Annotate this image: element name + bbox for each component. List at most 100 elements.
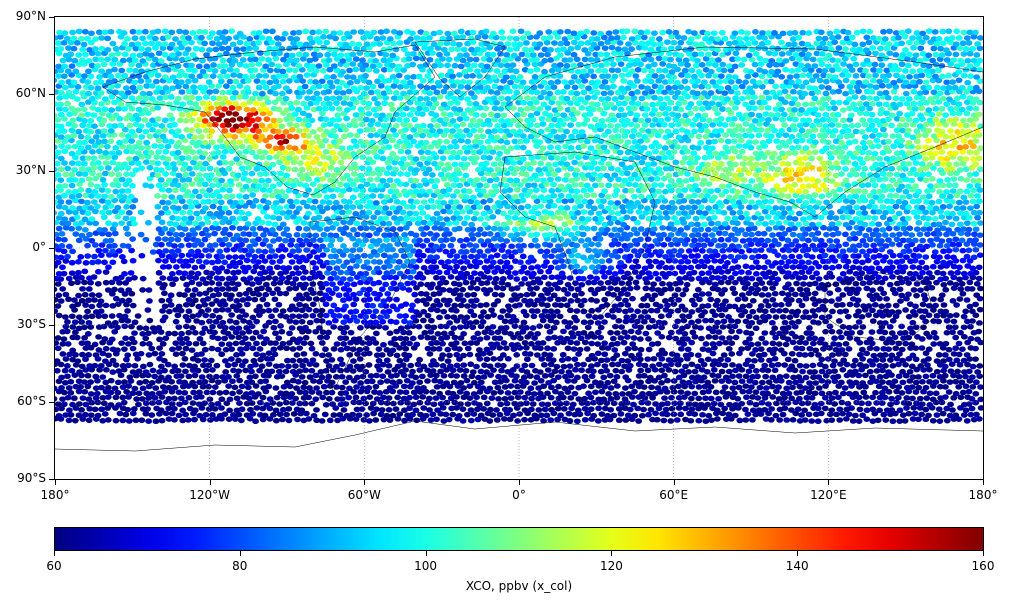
sounding-dot	[631, 335, 638, 341]
sounding-dot	[918, 345, 925, 351]
sounding-dot	[433, 264, 440, 270]
sounding-dot	[319, 308, 326, 314]
sounding-dot	[758, 336, 765, 342]
sounding-dot	[497, 401, 504, 407]
sounding-dot	[867, 369, 874, 375]
sounding-dot	[559, 357, 566, 363]
sounding-dot	[642, 286, 649, 292]
sounding-dot	[557, 412, 564, 418]
sounding-dot	[118, 287, 125, 293]
sounding-dot	[940, 204, 947, 210]
sounding-dot	[276, 205, 283, 211]
sounding-dot	[732, 380, 739, 386]
sounding-dot	[252, 418, 259, 424]
sounding-dot	[393, 297, 400, 303]
sounding-dot	[59, 231, 66, 237]
sounding-dot	[383, 237, 390, 243]
sounding-dot	[434, 308, 441, 314]
sounding-dot	[631, 227, 638, 233]
sounding-dot	[295, 226, 302, 232]
sounding-dot	[902, 330, 909, 336]
sounding-dot	[310, 237, 317, 243]
sounding-dot	[266, 265, 273, 271]
sounding-dot	[316, 215, 323, 221]
sounding-dot	[253, 405, 260, 411]
sounding-dot	[252, 198, 259, 204]
sounding-dot	[521, 417, 528, 423]
sounding-dot	[145, 220, 152, 226]
sounding-dot	[615, 318, 622, 324]
sounding-dot	[816, 276, 823, 282]
sounding-dot	[755, 231, 762, 237]
sounding-dot	[974, 215, 981, 221]
sounding-dot	[119, 418, 126, 424]
sounding-dot	[505, 390, 512, 396]
sounding-dot	[235, 368, 242, 374]
sounding-dot	[721, 362, 728, 368]
sounding-dot	[765, 205, 772, 211]
sounding-dot	[748, 331, 755, 337]
sounding-dot	[470, 369, 477, 375]
sounding-dot	[915, 385, 922, 391]
sounding-dot	[785, 336, 792, 342]
sounding-dot	[309, 313, 316, 319]
sounding-dot	[606, 258, 613, 264]
sounding-dot	[739, 292, 746, 298]
sounding-dot	[266, 243, 273, 249]
sounding-dot	[829, 221, 836, 227]
sounding-dot	[608, 396, 615, 402]
sounding-dot	[936, 222, 943, 228]
sounding-dot	[500, 363, 507, 369]
sounding-dot	[478, 413, 485, 419]
sounding-dot	[182, 369, 189, 375]
sounding-dot	[235, 281, 242, 287]
sounding-dot	[272, 222, 279, 228]
sounding-dot	[215, 347, 222, 353]
sounding-dot	[543, 413, 550, 419]
sounding-dot	[691, 270, 698, 276]
sounding-dot	[785, 259, 792, 265]
sounding-dot	[91, 363, 98, 369]
sounding-dot	[404, 281, 411, 287]
sounding-dot	[666, 357, 673, 363]
sounding-dot	[337, 356, 344, 362]
sounding-dot	[208, 358, 215, 364]
sounding-dot	[846, 411, 853, 417]
sounding-dot	[498, 292, 505, 298]
sounding-dot	[911, 287, 918, 293]
sounding-dot	[560, 263, 567, 269]
sounding-dot	[792, 238, 799, 244]
sounding-dot	[811, 313, 818, 319]
sounding-dot	[322, 346, 329, 352]
sounding-dot	[684, 282, 691, 288]
sounding-dot	[258, 254, 265, 260]
sounding-dot	[213, 298, 220, 304]
sounding-dot	[969, 265, 976, 271]
sounding-dot	[956, 296, 963, 302]
sounding-dot	[367, 200, 374, 206]
sounding-dot	[389, 347, 396, 353]
sounding-dot	[706, 325, 713, 331]
sounding-dot	[736, 418, 743, 424]
sounding-dot	[444, 347, 451, 353]
sounding-dot	[292, 396, 299, 402]
sounding-dot	[283, 314, 290, 320]
sounding-dot	[130, 369, 137, 375]
sounding-dot	[239, 308, 246, 314]
sounding-dot	[407, 275, 414, 281]
sounding-dot	[514, 363, 521, 369]
sounding-dot	[409, 216, 416, 222]
sounding-dot	[183, 324, 190, 330]
sounding-dot	[859, 249, 866, 255]
sounding-dot	[392, 342, 399, 348]
sounding-dot	[822, 364, 829, 370]
sounding-dot	[265, 308, 272, 314]
sounding-dot	[222, 358, 229, 364]
sounding-dot	[691, 411, 698, 417]
sounding-dot	[433, 254, 440, 260]
sounding-dot	[450, 314, 457, 320]
sounding-dot	[350, 302, 357, 308]
sounding-dot	[55, 287, 57, 293]
sounding-dot	[149, 391, 156, 397]
sounding-dot	[85, 297, 92, 303]
